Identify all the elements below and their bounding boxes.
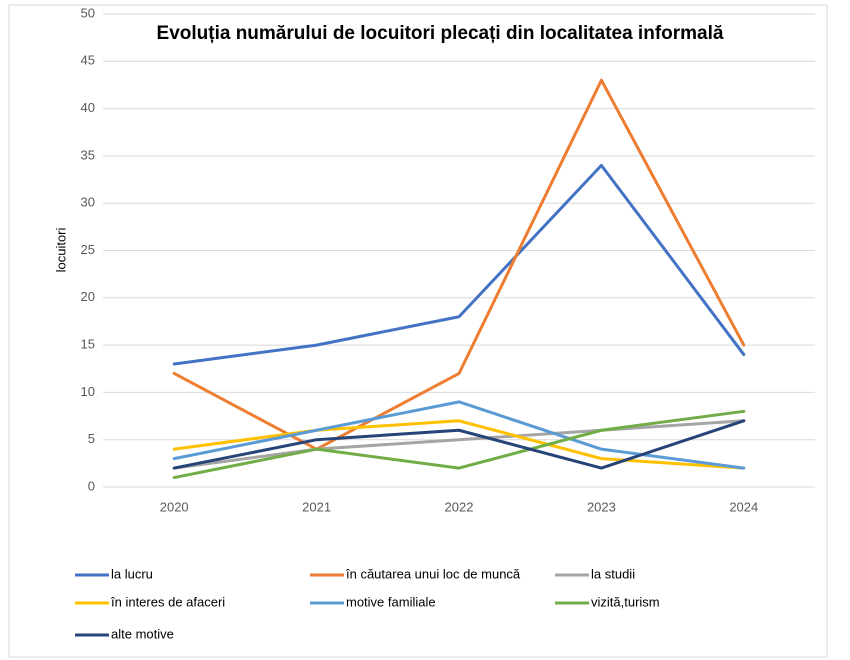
- legend-label: în căutarea unui loc de muncă: [345, 566, 521, 581]
- chart-title: Evoluția numărului de locuitori plecați …: [156, 23, 724, 44]
- legend-label: vizită,turism: [591, 594, 660, 609]
- series-line: [172, 419, 746, 470]
- x-tick-label: 2022: [445, 499, 474, 514]
- series-line: [172, 78, 746, 451]
- y-tick-label: 10: [81, 384, 95, 399]
- y-axis-title: locuitori: [53, 227, 68, 272]
- y-tick-label: 20: [81, 289, 95, 304]
- y-tick-label: 15: [81, 337, 95, 352]
- y-tick-label: 25: [81, 242, 95, 257]
- x-tick-label: 2021: [302, 499, 331, 514]
- series-line: [172, 419, 746, 470]
- legend-label: la studii: [591, 566, 635, 581]
- x-tick-label: 2020: [160, 499, 189, 514]
- y-tick-label: 45: [81, 53, 95, 68]
- legend-label: în interes de afaceri: [110, 594, 225, 609]
- legend-label: motive familiale: [346, 594, 436, 609]
- legend-label: alte motive: [111, 626, 174, 641]
- x-tick-label: 2023: [587, 499, 616, 514]
- y-tick-label: 40: [81, 100, 95, 115]
- y-tick-label: 35: [81, 147, 95, 162]
- series-line: [172, 409, 746, 480]
- x-tick-label: 2024: [729, 499, 758, 514]
- chart-frame: [8, 4, 828, 658]
- series-line: [172, 419, 746, 470]
- y-tick-label: 50: [81, 5, 95, 20]
- series-line: [172, 163, 746, 366]
- y-tick-label: 5: [88, 431, 95, 446]
- legend-label: la lucru: [111, 566, 153, 581]
- series-line: [172, 400, 746, 470]
- y-tick-label: 0: [88, 478, 95, 493]
- y-tick-label: 30: [81, 195, 95, 210]
